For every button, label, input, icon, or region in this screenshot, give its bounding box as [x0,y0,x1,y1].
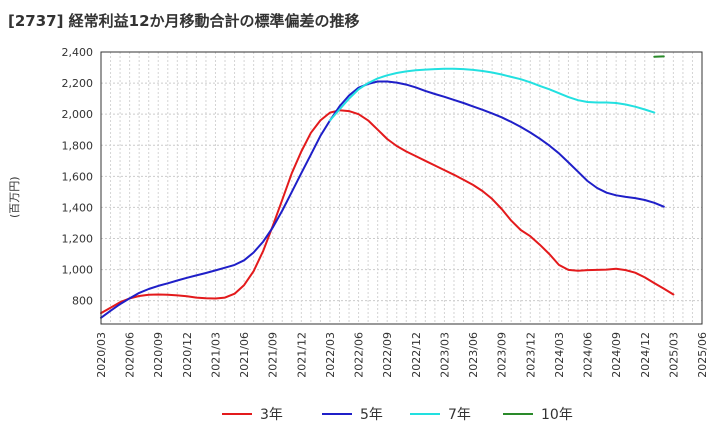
x-tick-label: 2024/03 [553,332,566,378]
legend-label-5y: 5年 [360,407,383,423]
y-tick-labels: 800 1,000 1,200 1,400 1,600 1,800 2,000 2,200 2,… [62,46,94,308]
y-tick-label: 1,000 [62,264,94,277]
legend-label-10y: 10年 [541,407,573,423]
x-tick-label: 2020/03 [95,332,108,378]
legend-item-3y: 3年 [222,402,283,426]
plot-frame [100,51,703,325]
y-tick-label: 2,000 [62,108,94,121]
legend-item-10y: 10年 [503,402,573,426]
x-tick-label: 2020/12 [181,332,194,378]
series-line-0 [100,109,675,315]
x-tick-labels: 2020/03 2020/06 2020/09 2020/12 2021/03 2021/… [95,332,709,378]
x-tick-label: 2020/06 [124,332,137,378]
x-tick-label: 2024/12 [639,332,652,378]
legend-swatch-10y [503,413,533,415]
x-tick-label: 2020/09 [152,332,165,378]
legend-swatch-3y [222,413,252,415]
x-tick-label: 2023/03 [438,332,451,378]
y-tick-label: 1,400 [62,201,94,214]
legend: 3年 5年 7年 10年 [0,402,720,426]
series-line-2 [329,67,656,122]
y-tick-label: 1,600 [62,170,94,183]
x-tick-label: 2025/03 [667,332,680,378]
x-tick-label: 2022/09 [381,332,394,378]
x-tick-label: 2024/09 [610,332,623,378]
y-tick-label: 1,200 [62,233,94,246]
series-lines [100,55,675,319]
x-tick-label: 2023/12 [524,332,537,378]
y-tick-label: 1,800 [62,139,94,152]
legend-swatch-7y [410,413,440,415]
x-tick-label: 2025/06 [696,332,709,378]
y-tick-label: 800 [72,295,93,308]
x-tick-label: 2022/12 [410,332,423,378]
line-chart: 800 1,000 1,200 1,400 1,600 1,800 2,000 2,200 2,… [62,46,710,378]
x-tick-label: 2021/12 [295,332,308,378]
series-line-1 [100,80,665,319]
legend-item-7y: 7年 [410,402,471,426]
legend-item-5y: 5年 [322,402,383,426]
grid [101,51,702,324]
x-tick-label: 2021/06 [238,332,251,378]
chart-title: [2737] 経常利益12か月移動合計の標準偏差の推移 [8,12,360,30]
x-tick-label: 2024/06 [582,332,595,378]
x-tick-label: 2023/09 [496,332,509,378]
y-tick-label: 2,400 [62,46,94,59]
x-tick-label: 2023/06 [467,332,480,378]
x-tick-label: 2021/09 [267,332,280,378]
legend-label-3y: 3年 [260,407,283,423]
x-tick-label: 2022/06 [353,332,366,378]
legend-label-7y: 7年 [448,407,471,423]
legend-swatch-5y [322,413,352,415]
y-tick-label: 2,200 [62,77,94,90]
x-tick-label: 2021/03 [209,332,222,378]
x-tick-label: 2022/03 [324,332,337,378]
